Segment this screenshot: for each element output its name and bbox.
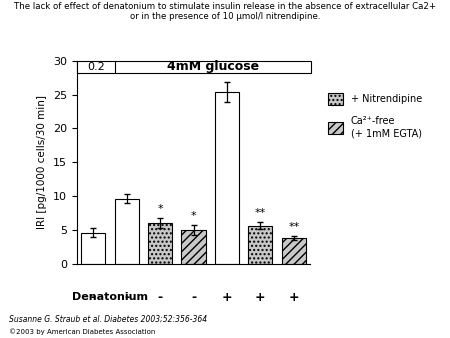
Text: The lack of effect of denatonium to stimulate insulin release in the absence of : The lack of effect of denatonium to stim…	[14, 2, 436, 11]
Bar	[181, 230, 206, 264]
Text: Denatonium: Denatonium	[72, 292, 148, 303]
Text: +: +	[255, 291, 266, 304]
Y-axis label: IRI [pg/1000 cells/30 min]: IRI [pg/1000 cells/30 min]	[37, 95, 47, 229]
Text: Susanne G. Straub et al. Diabetes 2003;52:356-364: Susanne G. Straub et al. Diabetes 2003;5…	[9, 315, 207, 324]
Text: or in the presence of 10 μmol/l nitrendipine.: or in the presence of 10 μmol/l nitrendi…	[130, 12, 320, 21]
Text: *: *	[191, 211, 196, 221]
Text: *: *	[157, 204, 163, 214]
Bar	[81, 233, 105, 264]
Text: +: +	[221, 291, 232, 304]
Legend: + Nitrendipine, Ca²⁺-free
(+ 1mM EGTA): + Nitrendipine, Ca²⁺-free (+ 1mM EGTA)	[325, 90, 425, 141]
Text: **: **	[288, 221, 299, 232]
Text: 4mM glucose: 4mM glucose	[167, 61, 260, 73]
Text: -: -	[158, 291, 162, 304]
Bar	[248, 226, 272, 264]
Bar	[115, 199, 139, 264]
Text: +: +	[288, 291, 299, 304]
Text: ©2003 by American Diabetes Association: ©2003 by American Diabetes Association	[9, 329, 155, 335]
Text: **: **	[255, 208, 266, 218]
Bar	[215, 92, 239, 264]
Text: 0.2: 0.2	[87, 62, 105, 72]
Bar	[148, 223, 172, 264]
Text: -: -	[191, 291, 196, 304]
Bar	[76, 61, 310, 73]
Text: -: -	[90, 291, 96, 304]
Text: -: -	[124, 291, 129, 304]
Bar	[282, 238, 306, 264]
